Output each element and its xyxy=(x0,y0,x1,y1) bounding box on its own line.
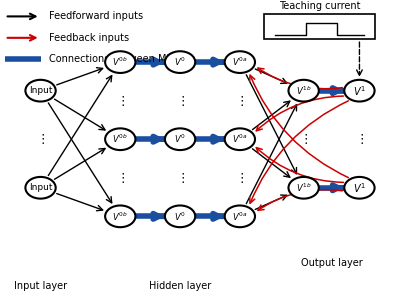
Text: Hidden layer: Hidden layer xyxy=(149,281,211,290)
Circle shape xyxy=(225,51,255,73)
Circle shape xyxy=(26,177,56,199)
Text: $V^{1}$: $V^{1}$ xyxy=(353,84,366,98)
Text: $V^{0a}$: $V^{0a}$ xyxy=(232,56,248,68)
Text: $V^{1b}$: $V^{1b}$ xyxy=(296,181,312,194)
Text: $V^{1}$: $V^{1}$ xyxy=(353,181,366,195)
Circle shape xyxy=(105,51,136,73)
Text: $\vdots$: $\vdots$ xyxy=(176,94,184,108)
Circle shape xyxy=(225,128,255,150)
Text: $V^{0b}$: $V^{0b}$ xyxy=(112,210,128,222)
Text: $V^{0a}$: $V^{0a}$ xyxy=(232,133,248,146)
Text: $\vdots$: $\vdots$ xyxy=(176,171,184,185)
Circle shape xyxy=(26,80,56,102)
Circle shape xyxy=(105,128,136,150)
Text: $V^{0}$: $V^{0}$ xyxy=(174,56,186,68)
Text: Feedforward inputs: Feedforward inputs xyxy=(48,11,143,21)
Text: Feedback inputs: Feedback inputs xyxy=(48,33,129,43)
Text: Input: Input xyxy=(29,183,52,192)
Circle shape xyxy=(225,206,255,227)
Text: $\vdots$: $\vdots$ xyxy=(355,132,364,146)
Circle shape xyxy=(105,206,136,227)
Circle shape xyxy=(165,128,195,150)
Circle shape xyxy=(288,80,319,102)
Bar xyxy=(264,14,375,39)
Text: Output layer: Output layer xyxy=(301,258,362,268)
Text: Connections between MLIF: Connections between MLIF xyxy=(48,54,180,64)
Circle shape xyxy=(288,177,319,199)
Text: $V^{0}$: $V^{0}$ xyxy=(174,133,186,146)
Text: $V^{0b}$: $V^{0b}$ xyxy=(112,133,128,146)
Text: Teaching current: Teaching current xyxy=(279,1,360,11)
Circle shape xyxy=(165,51,195,73)
Text: $V^{1b}$: $V^{1b}$ xyxy=(296,84,312,97)
Text: Input: Input xyxy=(29,86,52,95)
Text: $V^{0}$: $V^{0}$ xyxy=(174,210,186,222)
Text: $\vdots$: $\vdots$ xyxy=(299,132,308,146)
Circle shape xyxy=(165,206,195,227)
Text: $\vdots$: $\vdots$ xyxy=(236,171,244,185)
Text: $\vdots$: $\vdots$ xyxy=(36,132,45,146)
Text: Input layer: Input layer xyxy=(14,281,67,290)
Text: $V^{0b}$: $V^{0b}$ xyxy=(112,56,128,68)
Text: $\vdots$: $\vdots$ xyxy=(116,94,125,108)
Circle shape xyxy=(344,177,374,199)
Text: $\vdots$: $\vdots$ xyxy=(116,171,125,185)
Text: $\vdots$: $\vdots$ xyxy=(236,94,244,108)
Text: $V^{0a}$: $V^{0a}$ xyxy=(232,210,248,222)
Circle shape xyxy=(344,80,374,102)
